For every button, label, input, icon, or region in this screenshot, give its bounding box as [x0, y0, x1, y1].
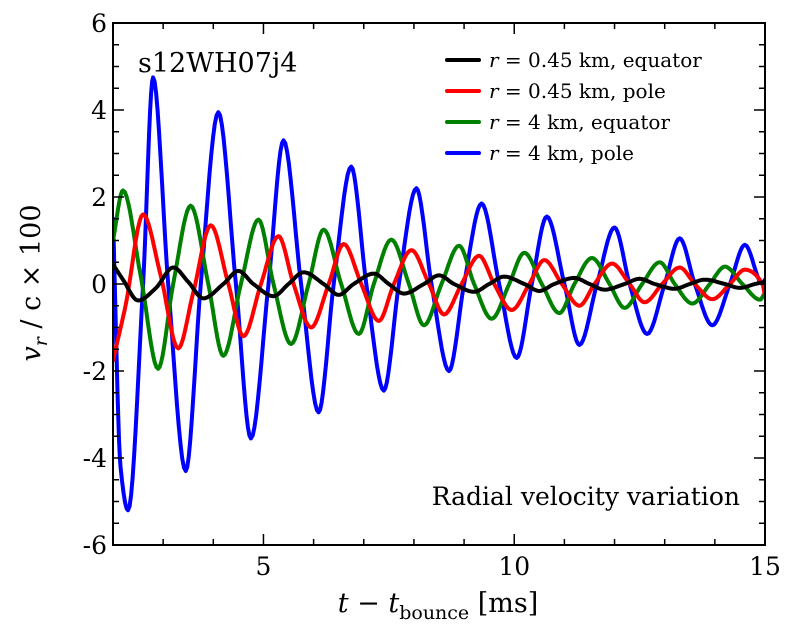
y-tick-label: -2	[83, 357, 107, 386]
legend-label-3: r = 4 km, pole	[489, 141, 634, 165]
legend: r = 0.45 km, equator r = 0.45 km, pole r =…	[445, 48, 702, 165]
series-layer	[113, 75, 765, 513]
y-tick-label: -6	[83, 531, 107, 560]
ticks-layer	[112, 22, 766, 546]
x-tick-label: 10	[498, 552, 530, 581]
y-tick-label: 6	[91, 9, 107, 38]
legend-label-2: r = 4 km, equator	[489, 110, 670, 134]
x-axis-label-minus: −	[349, 588, 389, 619]
series-line-0	[113, 262, 765, 303]
y-axis-label-subscript: r	[30, 335, 52, 346]
plot-frame	[112, 22, 766, 546]
legend-label-0: r = 0.45 km, equator	[489, 48, 702, 72]
x-axis-label-unit: [ms]	[469, 588, 538, 619]
y-axis-label-rest: / c × 100	[16, 204, 47, 337]
y-axis-label-v: v	[16, 346, 47, 361]
chart-title: s12WH07j4	[138, 48, 297, 79]
y-tick-label: 0	[91, 270, 107, 299]
x-axis-label: t − tbounce [ms]	[338, 588, 539, 624]
annotation-text: Radial velocity variation	[432, 482, 740, 511]
x-axis-label-tb: t	[388, 588, 399, 619]
x-tick-label: 5	[256, 552, 272, 581]
x-axis-label-t: t	[338, 588, 349, 619]
y-axis-label: vr / c × 100	[16, 204, 52, 361]
y-tick-label: -4	[83, 444, 107, 473]
series-line-1	[113, 212, 765, 363]
x-axis-label-subscript: bounce	[399, 602, 469, 624]
y-tick-label: 2	[91, 183, 107, 212]
y-tick-label: 4	[91, 96, 107, 125]
tick-labels-layer: 5 10 15 -6 -4 -2 0 2 4 6	[83, 9, 781, 581]
series-line-2	[113, 188, 765, 371]
legend-label-1: r = 0.45 km, pole	[489, 79, 666, 103]
x-tick-label: 15	[749, 552, 781, 581]
